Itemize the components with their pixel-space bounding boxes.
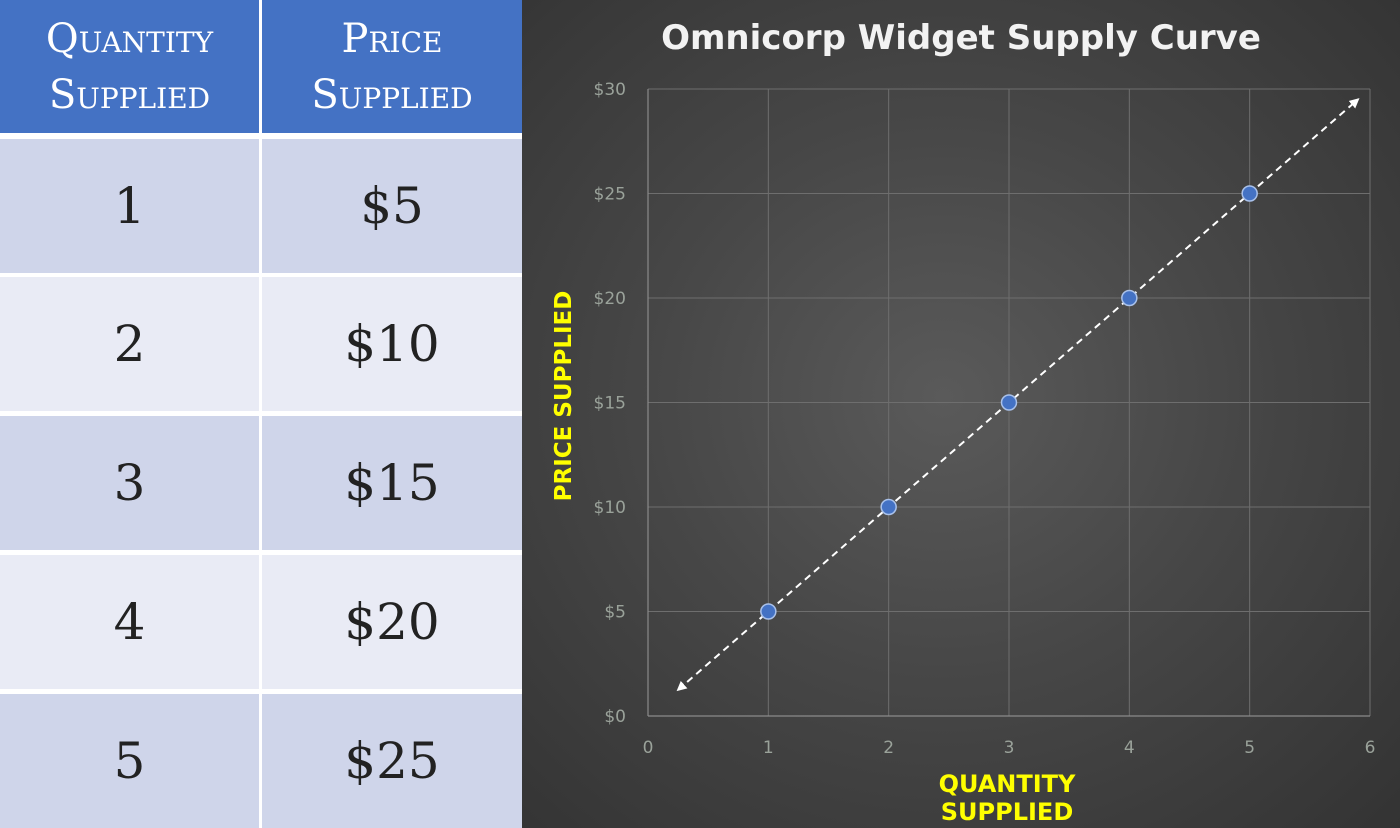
supply-trendline	[676, 98, 1360, 692]
y-tick-label: $10	[594, 498, 626, 518]
data-point	[1121, 289, 1138, 307]
y-tick-label: $15	[594, 394, 626, 414]
supply-chart: 0 1 2 3 4 5 6 $0 $5 $10 $15 $20 $25 $30 Omnicorp Widg…	[522, 0, 1400, 828]
data-point	[1241, 185, 1258, 202]
y-tick-label: $30	[594, 80, 626, 100]
table-cell-price: $5	[262, 139, 522, 273]
y-tick-label: $25	[594, 185, 626, 205]
table-cell-price: $10	[262, 277, 522, 411]
data-point	[880, 498, 897, 516]
x-tick-label: 5	[1244, 738, 1255, 758]
header-quantity-supplied: Quantity Supplied	[0, 0, 259, 133]
header-quantity-line1: Quantity	[45, 15, 214, 62]
header-price-line2: Supplied	[311, 71, 473, 118]
table-cell-quantity: 3	[0, 416, 259, 550]
table-cell-quantity: 2	[0, 277, 259, 411]
data-point	[760, 603, 777, 620]
x-tick-label: 6	[1365, 738, 1376, 758]
y-tick-label: $5	[604, 603, 626, 623]
supply-table: Quantity Supplied Price Supplied 1 $5 2 …	[0, 0, 522, 828]
y-tick-label: $0	[604, 707, 626, 727]
table-cell-quantity: 5	[0, 694, 259, 828]
table-cell-quantity: 4	[0, 555, 259, 689]
header-quantity-line2: Supplied	[48, 71, 211, 118]
table-cell-price: $20	[262, 555, 522, 689]
header-price-supplied: Price Supplied	[262, 0, 522, 133]
data-point	[1000, 394, 1018, 411]
chart-plot: 0 1 2 3 4 5 6 $0 $5 $10 $15 $20 $25 $30	[594, 80, 1376, 758]
x-tick-label: 2	[883, 738, 894, 758]
x-tick-label: 1	[763, 738, 774, 758]
chart-title: Omnicorp Widget Supply Curve	[661, 18, 1261, 58]
y-tick-label: $20	[594, 289, 626, 309]
x-axis-title: QUANTITY SUPPLIED	[938, 770, 1076, 826]
table-cell-quantity: 1	[0, 139, 259, 273]
x-tick-label: 3	[1004, 738, 1015, 758]
x-tick-label: 4	[1124, 738, 1135, 758]
header-price-line1: Price	[341, 15, 443, 62]
y-axis-title: PRICE SUPPLIED	[551, 290, 577, 502]
table-cell-price: $25	[262, 694, 522, 828]
table-cell-price: $15	[262, 416, 522, 550]
x-tick-label: 0	[643, 738, 654, 758]
